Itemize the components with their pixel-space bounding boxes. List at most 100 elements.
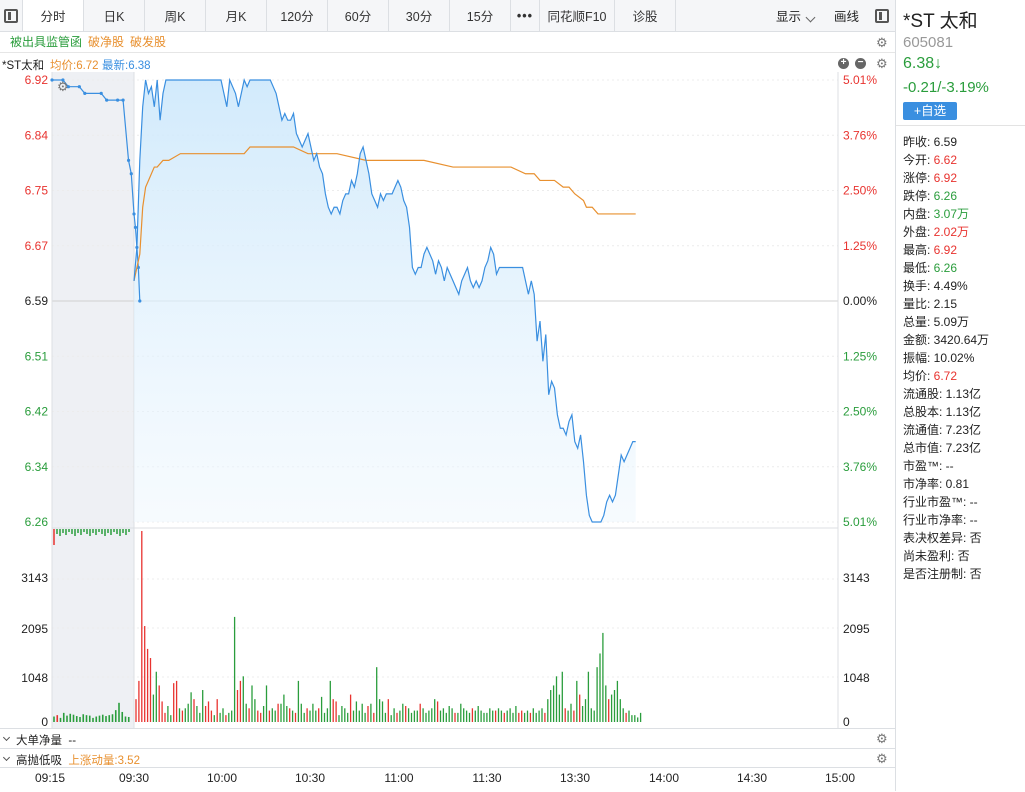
stat-label: 是否注册制: xyxy=(903,567,967,581)
tab-f10[interactable]: 同花顺F10 xyxy=(539,0,614,31)
price-tick-label: 6.34 xyxy=(25,460,49,474)
price-tick-label: 6.42 xyxy=(25,405,49,419)
stat-value: 否 xyxy=(966,531,982,545)
stat-label: 振幅: xyxy=(903,351,931,365)
stock-price: 6.38↓ xyxy=(903,55,943,72)
tab-weekly-k[interactable]: 周K xyxy=(144,0,205,31)
tag-below-net-asset[interactable]: 破净股 xyxy=(88,35,125,49)
preopen-price-point xyxy=(133,225,138,229)
preopen-shade xyxy=(52,72,134,728)
collapse-caret-icon[interactable] xyxy=(2,733,11,742)
tab-intraday[interactable]: 分时 xyxy=(22,0,83,31)
price-tick-label: 6.26 xyxy=(25,515,49,529)
stat-value: 否 xyxy=(954,549,970,563)
pct-tick-label: 1.25% xyxy=(843,239,877,253)
price-area-fill xyxy=(134,80,636,522)
time-label: 14:30 xyxy=(736,771,768,785)
price-line xyxy=(133,77,636,523)
stat-row: 涨停: 6.92 xyxy=(903,169,1025,187)
high-low-settings-gear-icon[interactable] xyxy=(876,753,888,765)
price-tick-label: 6.51 xyxy=(25,349,49,363)
stat-label: 昨收: xyxy=(903,135,931,149)
collapse-caret-icon[interactable] xyxy=(2,753,11,762)
time-label: 09:15 xyxy=(34,771,66,785)
add-watchlist-button[interactable]: +自选 xyxy=(903,102,957,120)
tab-15min[interactable]: 15分 xyxy=(449,0,510,31)
preopen-price-point xyxy=(129,172,133,176)
tab-60min[interactable]: 60分 xyxy=(327,0,388,31)
big-order-settings-gear-icon[interactable] xyxy=(876,733,888,745)
preopen-price-point xyxy=(132,212,136,216)
tag-below-ipo[interactable]: 破发股 xyxy=(130,35,167,49)
chart-latest-price: 最新:6.38 xyxy=(102,60,151,72)
stat-row: 行业市净率: -- xyxy=(903,511,1025,529)
stat-label: 总量: xyxy=(903,315,931,329)
stat-value: 1.13亿 xyxy=(942,405,982,419)
zoom-out-icon[interactable]: − xyxy=(855,58,866,69)
stat-value: 6.59 xyxy=(930,135,958,149)
axis-labels: 6.92 6.84 6.75 6.67 6.59 6.51 6.42 6.34 6.26 5.01… xyxy=(21,73,877,729)
stat-label: 最高: xyxy=(903,243,931,257)
zoom-in-icon[interactable]: + xyxy=(838,58,849,69)
stock-change: -0.21/-3.19% xyxy=(903,79,989,96)
time-label: 14:00 xyxy=(648,771,680,785)
stat-label: 尚未盈利: xyxy=(903,549,955,563)
time-label: 10:00 xyxy=(206,771,238,785)
stat-value: 0.81 xyxy=(942,477,970,491)
preopen-price-point xyxy=(77,85,81,89)
stat-label: 今开: xyxy=(903,153,931,167)
preopen-price-point xyxy=(116,98,120,102)
stat-value: 否 xyxy=(966,567,982,581)
stat-row: 总市值: 7.23亿 xyxy=(903,439,1025,457)
tab-daily-k[interactable]: 日K xyxy=(83,0,144,31)
pct-tick-label: 2.50% xyxy=(843,184,877,198)
pct-tick-label: 5.01% xyxy=(843,73,877,87)
stat-row: 是否注册制: 否 xyxy=(903,565,1025,583)
stat-value: 6.92 xyxy=(930,243,958,257)
preopen-price-point xyxy=(50,78,54,82)
preopen-price-point xyxy=(83,91,87,95)
time-label: 11:00 xyxy=(384,771,414,785)
stat-row: 昨收: 6.59 xyxy=(903,133,1025,151)
stat-value: -- xyxy=(966,495,978,509)
display-label: 显示 xyxy=(775,10,801,24)
big-order-panel-bar[interactable]: 大单净量 -- xyxy=(0,728,895,748)
stat-label: 外盘: xyxy=(903,225,931,239)
quote-panel: *ST 太和 605081 6.38↓ -0.21/-3.19% +自选 昨收:… xyxy=(896,0,1025,791)
stat-label: 涨停: xyxy=(903,171,931,185)
display-dropdown[interactable]: 显示 xyxy=(775,6,816,25)
preopen-settings-gear-icon[interactable]: ⚙ xyxy=(57,79,69,94)
more-periods-button[interactable]: ••• xyxy=(510,0,539,31)
price-tick-label: 6.67 xyxy=(25,239,49,253)
sidebar-toggle-button[interactable] xyxy=(0,0,22,31)
panel-toggle-icon[interactable] xyxy=(875,8,889,23)
price-tick-label: 6.84 xyxy=(25,128,49,142)
stat-value: 2.02万 xyxy=(930,225,970,239)
stat-value: -- xyxy=(942,459,954,473)
stat-label: 量比: xyxy=(903,297,931,311)
tab-120min[interactable]: 120分 xyxy=(266,0,327,31)
volume-tick-label: 0 xyxy=(843,715,850,729)
volume-bars xyxy=(53,529,642,722)
pct-tick-label: 1.25% xyxy=(843,349,877,363)
tag-regulatory-letter[interactable]: 被出具监管函 xyxy=(10,35,83,49)
intraday-chart[interactable]: 6.92 6.84 6.75 6.67 6.59 6.51 6.42 6.34 6.26 5.01… xyxy=(0,0,895,729)
sidebar-toggle-icon xyxy=(4,8,18,23)
high-low-panel-bar[interactable]: 高抛低吸 上涨动量:3.52 xyxy=(0,748,895,768)
time-label: 11:30 xyxy=(472,771,502,785)
tab-diagnose[interactable]: 诊股 xyxy=(614,0,675,31)
preopen-price-point xyxy=(66,85,70,89)
preopen-price-point xyxy=(105,98,109,102)
tab-30min[interactable]: 30分 xyxy=(388,0,449,31)
stat-value: 1.13亿 xyxy=(942,387,982,401)
stat-row: 尚未盈利: 否 xyxy=(903,547,1025,565)
chart-info-header: *ST太和 均价:6.72 最新:6.38 + − xyxy=(0,55,895,72)
stat-label: 行业市盈™: xyxy=(903,495,967,509)
pct-tick-label: 0.00% xyxy=(843,294,877,308)
stock-tags-bar: 被出具监管函 破净股 破发股 xyxy=(0,31,895,53)
stock-title: *ST 太和 xyxy=(903,11,978,32)
stat-row: 最低: 6.26 xyxy=(903,259,1025,277)
tab-monthly-k[interactable]: 月K xyxy=(205,0,266,31)
draw-line-button[interactable]: 画线 xyxy=(833,10,859,24)
stat-row: 市净率: 0.81 xyxy=(903,475,1025,493)
